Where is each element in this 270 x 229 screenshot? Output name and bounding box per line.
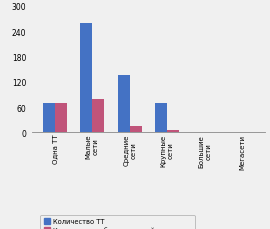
- Bar: [118, 76, 130, 133]
- Bar: [43, 104, 55, 133]
- Bar: [55, 104, 67, 133]
- Legend: Количество ТТ, Количество субъектов хозяйствования: Количество ТТ, Количество субъектов хозя…: [40, 215, 195, 229]
- Bar: [80, 24, 92, 133]
- Bar: [130, 126, 142, 133]
- Bar: [155, 104, 167, 133]
- Bar: [167, 131, 179, 133]
- Bar: [92, 99, 104, 133]
